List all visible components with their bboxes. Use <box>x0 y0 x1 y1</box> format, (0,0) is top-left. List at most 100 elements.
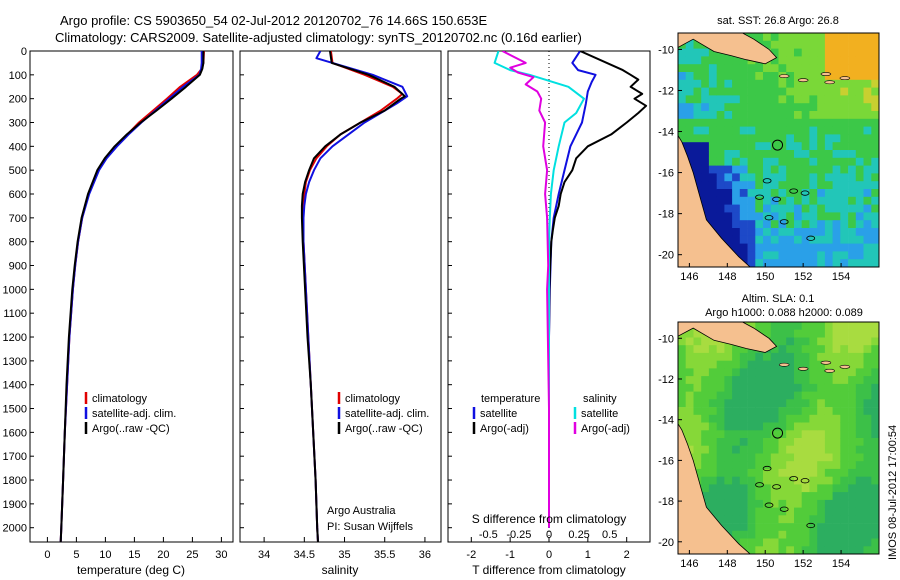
map-cell <box>840 235 849 244</box>
map-cell <box>747 103 756 112</box>
map-cell <box>747 243 756 252</box>
map-cell <box>809 407 818 416</box>
map-cell <box>732 360 741 369</box>
map-cell <box>871 212 879 221</box>
map-cell <box>824 165 833 174</box>
map-cell <box>786 150 795 159</box>
reef-outline <box>764 502 774 508</box>
map-cell <box>871 345 879 354</box>
map-x-tick-label: 146 <box>680 271 698 283</box>
map-y-tick-label: -12 <box>658 374 674 386</box>
map-cell <box>832 414 841 423</box>
map-cell <box>747 407 756 416</box>
map-cell <box>763 126 772 135</box>
map-cell <box>871 523 879 532</box>
y-tick-label: 1900 <box>3 499 27 511</box>
map-cell <box>801 368 810 377</box>
map-cell <box>732 476 741 485</box>
map-cell <box>770 438 779 447</box>
map-cell <box>716 453 725 462</box>
map-y-tick-label: -12 <box>658 85 674 97</box>
map-cell <box>794 48 803 57</box>
map-cell <box>871 259 879 267</box>
map-cell <box>708 157 717 166</box>
map-cell <box>678 360 687 369</box>
map-cell <box>817 134 826 143</box>
map-cell <box>809 243 818 252</box>
map-cell <box>747 546 756 554</box>
map-cell <box>778 461 787 470</box>
map-cell <box>794 368 803 377</box>
map-cell <box>801 530 810 539</box>
map-cell <box>747 33 756 42</box>
map-cell <box>763 87 772 96</box>
map-cell <box>747 95 756 104</box>
map-cell <box>832 142 841 151</box>
map-cell <box>871 453 879 462</box>
map-cell <box>855 181 864 190</box>
map-cell <box>824 492 833 501</box>
map-cell <box>739 157 748 166</box>
map-cell <box>732 507 741 516</box>
map-cell <box>871 235 879 244</box>
map-cell <box>855 165 864 174</box>
map-cell <box>801 484 810 493</box>
map-cell <box>716 515 725 524</box>
map-cell <box>863 360 872 369</box>
map-cell <box>817 530 826 539</box>
map-cell <box>840 103 849 112</box>
sst-map-title: sat. SST: 26.8 Argo: 26.8 <box>717 15 839 27</box>
map-cell <box>732 407 741 416</box>
map-cell <box>693 48 702 57</box>
map-cell <box>840 150 849 159</box>
map-cell <box>755 453 764 462</box>
map-cell <box>755 391 764 400</box>
map-cell <box>685 383 694 392</box>
map-cell <box>763 189 772 198</box>
map-cell <box>840 430 849 439</box>
map-cell <box>832 204 841 213</box>
map-cell <box>832 196 841 205</box>
map-cell <box>732 150 741 159</box>
y-tick-label: 300 <box>9 118 27 130</box>
map-cell <box>824 72 833 81</box>
map-cell <box>871 414 879 423</box>
map-cell <box>871 499 879 508</box>
map-cell <box>778 95 787 104</box>
map-cell <box>817 368 826 377</box>
map-cell <box>778 391 787 400</box>
y-tick-label: 1400 <box>3 380 27 392</box>
map-cell <box>855 530 864 539</box>
x-tick-label: 30 <box>215 549 227 561</box>
map-cell <box>824 468 833 477</box>
map-cell <box>747 383 756 392</box>
map-cell <box>794 228 803 237</box>
map-cell <box>855 243 864 252</box>
map-cell <box>716 445 725 454</box>
map-cell <box>832 345 841 354</box>
map-cell <box>755 212 764 221</box>
map-cell <box>755 484 764 493</box>
reef-outline <box>800 478 810 484</box>
map-cell <box>824 251 833 260</box>
map-cell <box>801 118 810 127</box>
map-cell <box>763 530 772 539</box>
map-cell <box>817 118 826 127</box>
map-cell <box>840 337 849 346</box>
map-cell <box>794 134 803 143</box>
map-cell <box>871 48 879 57</box>
map-cell <box>824 329 833 338</box>
map-cell <box>801 391 810 400</box>
map-cell <box>763 95 772 104</box>
map-cell <box>701 204 710 213</box>
map-cell <box>770 352 779 361</box>
map-cell <box>824 243 833 252</box>
map-cell <box>871 251 879 260</box>
map-cell <box>809 383 818 392</box>
map-cell <box>786 48 795 57</box>
map-cell <box>701 345 710 354</box>
map-cell <box>863 499 872 508</box>
map-cell <box>786 476 795 485</box>
map-cell <box>708 399 717 408</box>
map-cell <box>755 259 764 267</box>
